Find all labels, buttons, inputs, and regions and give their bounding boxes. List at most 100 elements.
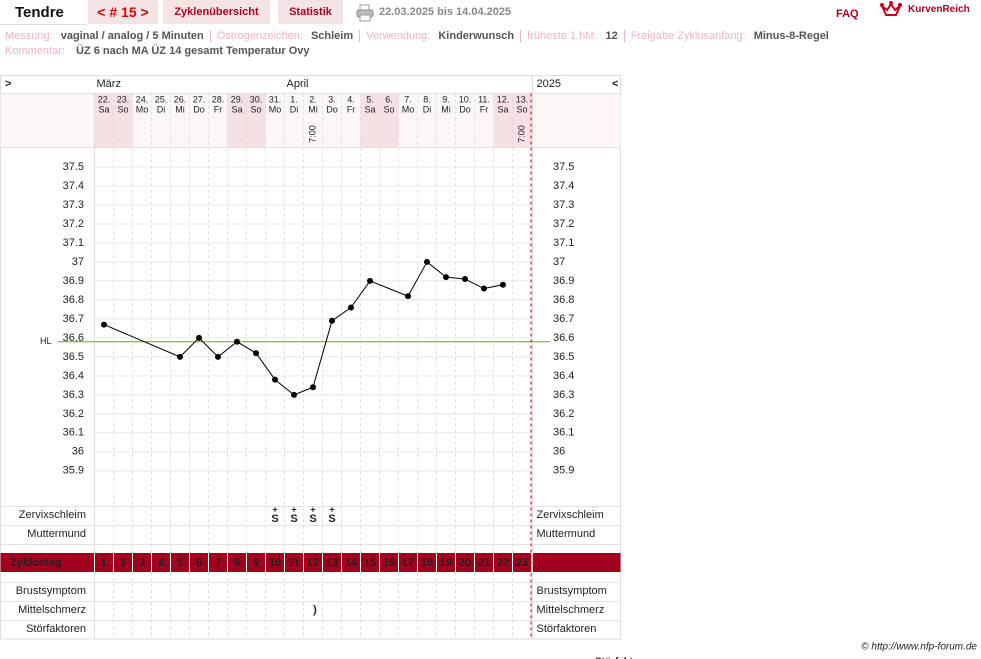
weekend-shade <box>113 93 133 148</box>
temp-segment <box>407 261 428 297</box>
weekend-shade <box>360 93 380 148</box>
cycle-day: 16 <box>383 557 395 569</box>
y-tick-label: 35.9 <box>63 465 84 477</box>
cervix-letter: S <box>290 513 297 525</box>
temp-segment <box>445 276 466 280</box>
y-tick-label: 36.1 <box>63 427 84 439</box>
day-label: 8. <box>423 94 431 104</box>
day-label: 6. <box>385 94 393 104</box>
cycle-day: 20 <box>459 557 471 569</box>
cover-line-label: HL <box>40 336 52 346</box>
time-label: 7:00 <box>307 125 317 143</box>
print-icon[interactable] <box>356 4 374 22</box>
temp-point <box>500 281 506 288</box>
info-value: Schleim <box>310 30 354 42</box>
copyright: © http://www.nfp-forum.de <box>861 642 977 653</box>
info-value: Kinderwunsch <box>438 30 515 42</box>
day-label: 25. <box>155 94 168 104</box>
weekday-label: Sa <box>364 104 375 114</box>
info-line: Messung: vaginal / analog / 5 Minuten Östr… <box>5 30 835 42</box>
row-label: Muttermund <box>27 528 86 540</box>
temp-segment <box>369 280 409 297</box>
faq-link[interactable]: FAQ <box>836 8 859 20</box>
cycle-day-title: Zyklustag <box>10 557 61 569</box>
weekday-label: Di <box>423 104 432 114</box>
temp-point <box>424 258 430 265</box>
y-tick-label-right: 37.2 <box>553 218 574 230</box>
y-tick-label: 36.3 <box>63 389 84 401</box>
cycle-day: 22 <box>497 557 509 569</box>
y-tick-label-right: 36.2 <box>553 408 574 420</box>
day-label: 13. <box>516 94 529 104</box>
cycle-day: 5 <box>177 557 183 569</box>
info-value: Minus-8-Regel <box>753 30 829 42</box>
cycle-day: 14 <box>345 557 358 569</box>
weekday-label: Fr <box>347 104 356 114</box>
day-label: 11. <box>478 94 490 104</box>
temp-segment <box>350 280 371 308</box>
time-label: 7:00 <box>516 125 526 143</box>
cycle-day: 10 <box>269 557 281 569</box>
y-tick-label: 37.2 <box>63 218 84 230</box>
cervix-sign: + <box>272 504 277 514</box>
cycle-nav[interactable]: < # 15 > <box>88 0 158 24</box>
temp-point <box>291 391 297 398</box>
day-label: 4. <box>347 94 355 104</box>
tab[interactable]: Statistik <box>278 0 343 24</box>
pain-mark: ) <box>313 604 317 616</box>
nav-prev[interactable]: > <box>5 78 11 90</box>
cycle-day: 23 <box>516 557 528 569</box>
row-label: Brustsymptom <box>16 585 86 597</box>
info-value: 12 <box>605 30 618 42</box>
weekday-label: Mo <box>269 104 282 114</box>
y-tick-label: 37.5 <box>63 161 84 173</box>
temp-point <box>462 276 468 283</box>
day-label: 22. <box>98 94 111 104</box>
weekday-label: Do <box>459 104 471 114</box>
day-label: 1. <box>290 94 298 104</box>
y-tick-label-right: 37.4 <box>553 180 574 192</box>
temp-segment <box>426 261 447 278</box>
tab[interactable]: Zyklenübersicht <box>163 0 270 24</box>
temp-segment <box>236 341 257 354</box>
temp-segment <box>255 352 276 380</box>
y-tick-label-right: 36.6 <box>553 332 574 344</box>
cycle-day: 11 <box>288 557 300 569</box>
y-tick-label-right: 36.8 <box>553 294 574 306</box>
weekday-label: Sa <box>497 104 508 114</box>
weekday-label: So <box>383 104 394 114</box>
day-label: 30. <box>250 94 263 104</box>
weekday-label: Fr <box>214 104 223 114</box>
comment-line: Kommentar: ÜZ 6 nach MA ÜZ 14 gesamt Tem… <box>5 45 310 57</box>
weekday-label: Do <box>326 104 338 114</box>
weekday-label: Sa <box>231 104 242 114</box>
y-tick-label: 37.4 <box>63 180 84 192</box>
y-tick-label-right: 36.1 <box>553 427 574 439</box>
weekend-shade <box>94 93 114 148</box>
cervix-letter: S <box>271 513 278 525</box>
weekday-label: Mi <box>175 104 185 114</box>
day-label: 12. <box>497 94 510 104</box>
temp-point <box>481 285 487 292</box>
temp-point <box>177 353 183 360</box>
logo-text[interactable]: KurvenReich <box>908 4 970 15</box>
cycle-day: 3 <box>139 557 145 569</box>
day-label: 31. <box>269 94 282 104</box>
temp-point <box>348 304 354 311</box>
day-label: 10. <box>459 94 472 104</box>
day-label: 5. <box>366 94 374 104</box>
row-label: Störfaktoren <box>26 623 86 635</box>
row-label-right: Störfaktoren <box>537 623 597 635</box>
nav-next[interactable]: < <box>612 78 618 90</box>
weekday-label: So <box>117 104 128 114</box>
cervix-sign: + <box>329 504 334 514</box>
temp-point <box>405 293 411 300</box>
weekday-label: Mi <box>441 104 451 114</box>
temp-segment <box>293 386 314 396</box>
cycle-day: 15 <box>364 557 376 569</box>
temp-point <box>215 353 221 360</box>
period: 22.03.2025 bis 14.04.2025 <box>379 6 512 18</box>
day-label: 28. <box>212 94 225 104</box>
